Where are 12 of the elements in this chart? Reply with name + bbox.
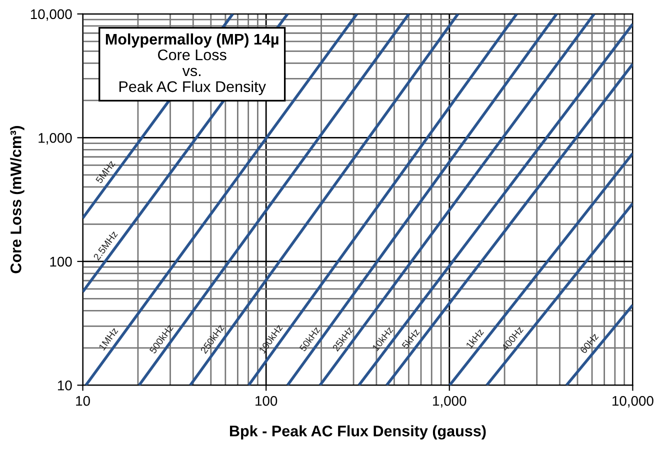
x-tick-label: 100 xyxy=(256,396,278,406)
y-tick-label: 10 xyxy=(58,380,72,390)
text: Molypermalloy (MP) 14µ xyxy=(106,33,278,48)
x-tick-label: 10,000 xyxy=(612,396,654,408)
text: Core Loss vs. Peak AC Flux Density xyxy=(119,49,266,96)
y-tick-label: 100 xyxy=(50,256,72,267)
y-tick-label: 10,000 xyxy=(30,9,72,21)
x-tick-label: 10 xyxy=(76,396,90,406)
y-tick-label: 1,000 xyxy=(38,133,72,145)
x-axis-title: Bpk - Peak AC Flux Density (gauss) xyxy=(230,425,486,440)
y-axis-title: Core Loss (mW/cm³) xyxy=(10,126,24,274)
x-tick-label: 1,000 xyxy=(433,396,466,408)
